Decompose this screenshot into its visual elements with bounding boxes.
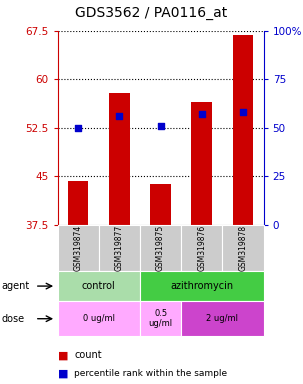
Text: GSM319878: GSM319878: [238, 225, 248, 271]
Bar: [191, 102, 212, 225]
Bar: [109, 93, 130, 225]
Point: [76, 124, 81, 131]
Text: GSM319874: GSM319874: [74, 225, 83, 271]
Text: 0.5
ug/ml: 0.5 ug/ml: [148, 309, 173, 328]
Bar: [150, 184, 171, 225]
Point: [158, 122, 163, 129]
Point: [241, 109, 245, 115]
Text: 0 ug/ml: 0 ug/ml: [83, 314, 115, 323]
Text: GDS3562 / PA0116_at: GDS3562 / PA0116_at: [75, 7, 228, 20]
Point: [117, 113, 122, 119]
Text: count: count: [74, 350, 102, 360]
Text: percentile rank within the sample: percentile rank within the sample: [74, 369, 227, 378]
Point: [199, 111, 204, 117]
Text: agent: agent: [2, 281, 30, 291]
Text: dose: dose: [2, 314, 25, 324]
Text: ■: ■: [58, 350, 68, 360]
Text: GSM319877: GSM319877: [115, 225, 124, 271]
Text: control: control: [82, 281, 116, 291]
Bar: [233, 35, 253, 225]
Text: GSM319875: GSM319875: [156, 225, 165, 271]
Text: GSM319876: GSM319876: [197, 225, 206, 271]
Text: ■: ■: [58, 368, 68, 378]
Text: 2 ug/ml: 2 ug/ml: [206, 314, 238, 323]
Bar: [68, 181, 88, 225]
Text: azithromycin: azithromycin: [170, 281, 233, 291]
